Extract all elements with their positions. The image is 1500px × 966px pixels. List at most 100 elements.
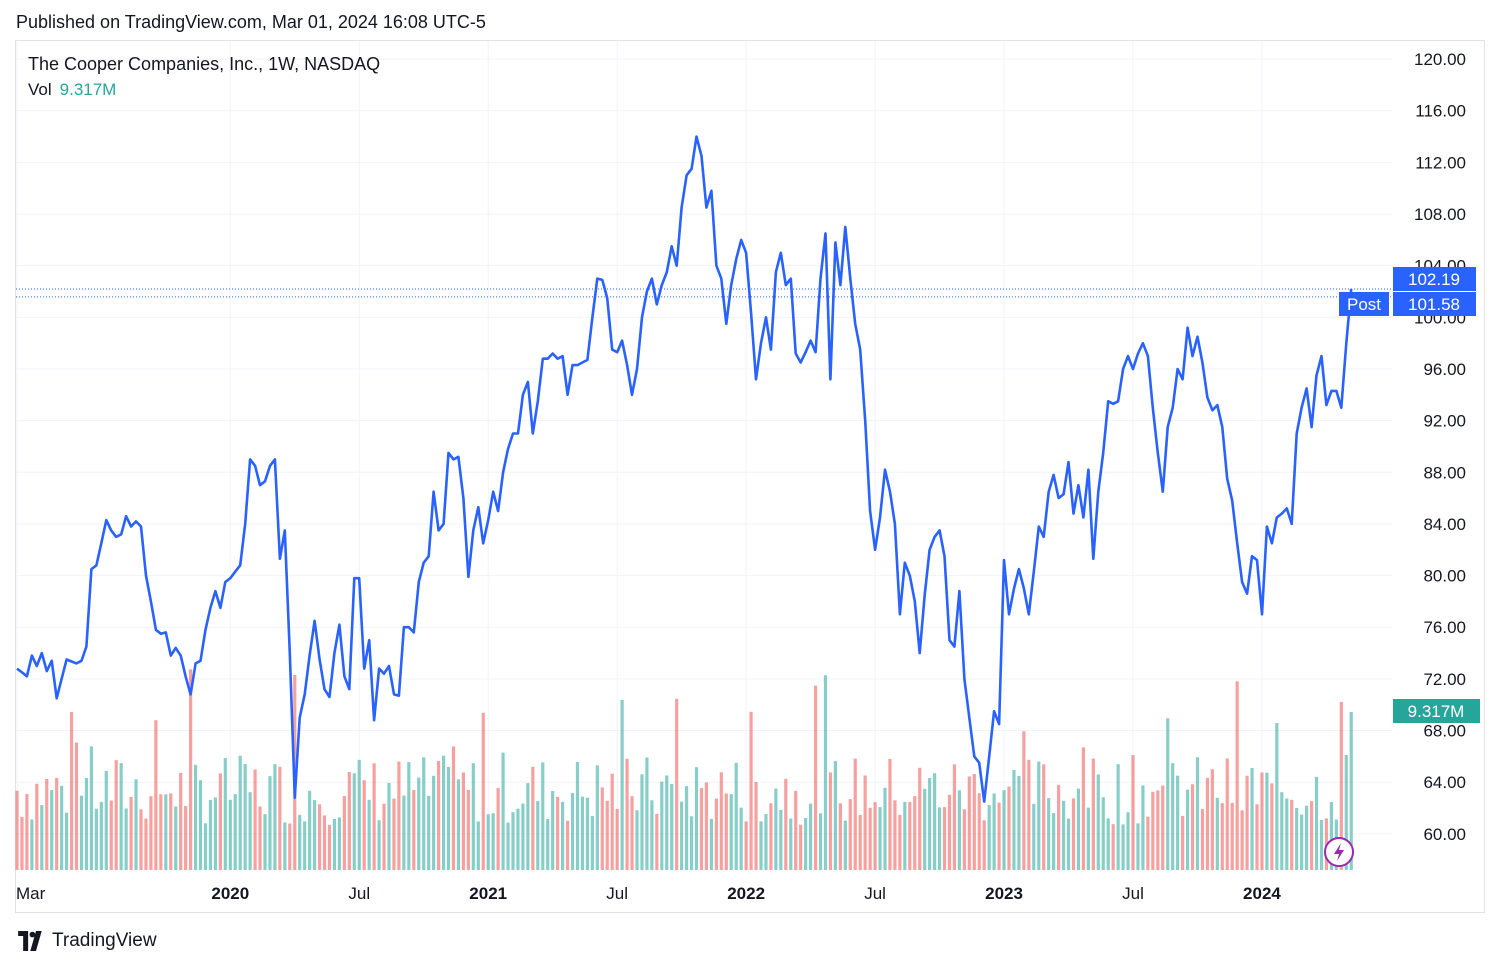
post-price-text: 101.58 [1408, 295, 1460, 314]
volume-bar [233, 794, 237, 870]
volume-bar [997, 802, 1001, 870]
volume-bar [1265, 772, 1269, 870]
x-tick-label: Jul [606, 884, 628, 903]
volume-bar [198, 780, 203, 870]
volume-bar [1131, 755, 1135, 870]
volume-bar [461, 772, 465, 870]
volume-bar [873, 802, 877, 870]
volume-bar [893, 800, 897, 870]
volume-bar [362, 780, 366, 870]
volume-bar [308, 790, 312, 870]
post-price-badge [1393, 292, 1476, 316]
volume-bar [516, 808, 520, 870]
chart-frame[interactable] [15, 40, 1485, 913]
volume-badge-text: 9.317M [1408, 702, 1465, 721]
volume-legend[interactable]: Vol 9.317M [28, 80, 116, 100]
y-tick-label: 88.00 [1423, 463, 1466, 482]
volume-bar [437, 760, 441, 870]
volume-bar [357, 759, 361, 870]
volume-bar [392, 798, 396, 870]
footer-brand[interactable]: TradingView [16, 930, 157, 952]
volume-bar [506, 822, 510, 870]
volume-bar [1007, 786, 1011, 870]
volume-bar [942, 807, 947, 870]
volume-bar [600, 787, 604, 870]
volume-bar [546, 819, 550, 870]
volume-bar [898, 814, 902, 870]
volume-bar [74, 742, 79, 870]
volume-bar [20, 816, 24, 870]
volume-bar [719, 772, 723, 870]
volume-bar [1344, 755, 1348, 870]
volume-bar [1300, 814, 1304, 870]
volume-bar [169, 793, 173, 870]
volume-bar [1275, 723, 1279, 870]
volume-bar [342, 795, 346, 870]
y-tick-label: 108.00 [1414, 205, 1466, 224]
volume-bar [1290, 799, 1294, 870]
volume-bar [982, 820, 986, 870]
volume-bar [174, 806, 178, 870]
volume-bar [650, 800, 654, 870]
volume-bar [1012, 769, 1016, 870]
volume-bar [1200, 808, 1205, 870]
price-reference-lines [16, 288, 1392, 298]
x-tick-label: Jul [864, 884, 886, 903]
volume-legend-label: Vol [28, 80, 52, 99]
volume-bar [779, 809, 783, 870]
volume-bar [30, 819, 34, 870]
lightning-icon[interactable] [1324, 837, 1354, 867]
volume-bar [1052, 813, 1056, 870]
volume-bar [605, 800, 609, 870]
y-tick-label: 112.00 [1415, 153, 1466, 172]
volume-bar [451, 746, 456, 870]
volume-bar [595, 765, 599, 870]
volume-bar [918, 767, 922, 870]
volume-bar [1121, 824, 1125, 870]
volume-bar [977, 793, 981, 870]
volume-bar [833, 761, 837, 870]
volume-bar [422, 757, 426, 870]
y-tick-label: 92.00 [1423, 412, 1466, 431]
price-badges: 102.19 Post 101.58 9.317M [1339, 267, 1480, 723]
volume-bar [903, 801, 907, 870]
symbol-title[interactable]: The Cooper Companies, Inc., 1W, NASDAQ [28, 54, 381, 74]
volume-bar [789, 818, 793, 870]
volume-bar [1141, 785, 1145, 870]
volume-bar [417, 777, 421, 870]
volume-bar [273, 764, 277, 870]
volume-bar [1349, 712, 1353, 870]
volume-bar [1305, 805, 1309, 870]
volume-bar [1285, 798, 1289, 870]
volume-bar [1156, 790, 1160, 870]
volume-bar [937, 807, 942, 870]
volume-bar [1032, 803, 1036, 870]
volume-bar [481, 712, 485, 870]
volume-bar [412, 790, 416, 870]
volume-bar [665, 775, 669, 870]
volume-bar [50, 790, 54, 870]
volume-bar [218, 773, 222, 870]
volume-bar [1037, 761, 1041, 870]
volume-bar [144, 818, 148, 870]
volume-bar [1210, 769, 1214, 870]
volume-bar [327, 824, 332, 870]
volume-bar [1319, 820, 1324, 870]
volume-bar [1066, 818, 1071, 870]
volume-bar [466, 789, 470, 870]
x-tick-label: 2022 [727, 884, 765, 903]
volume-bar [40, 805, 44, 870]
volume-bar [754, 782, 758, 870]
volume-bar [114, 760, 118, 870]
volume-bar [104, 770, 108, 870]
x-tick-label: 2024 [1243, 884, 1281, 903]
volume-bar [699, 788, 704, 870]
volume-bar [630, 796, 634, 870]
volume-bar [263, 814, 267, 870]
volume-bar [298, 814, 302, 870]
volume-bars [15, 669, 1353, 870]
volume-bar [565, 820, 570, 870]
volume-bar [610, 773, 614, 870]
volume-bar [441, 755, 446, 870]
